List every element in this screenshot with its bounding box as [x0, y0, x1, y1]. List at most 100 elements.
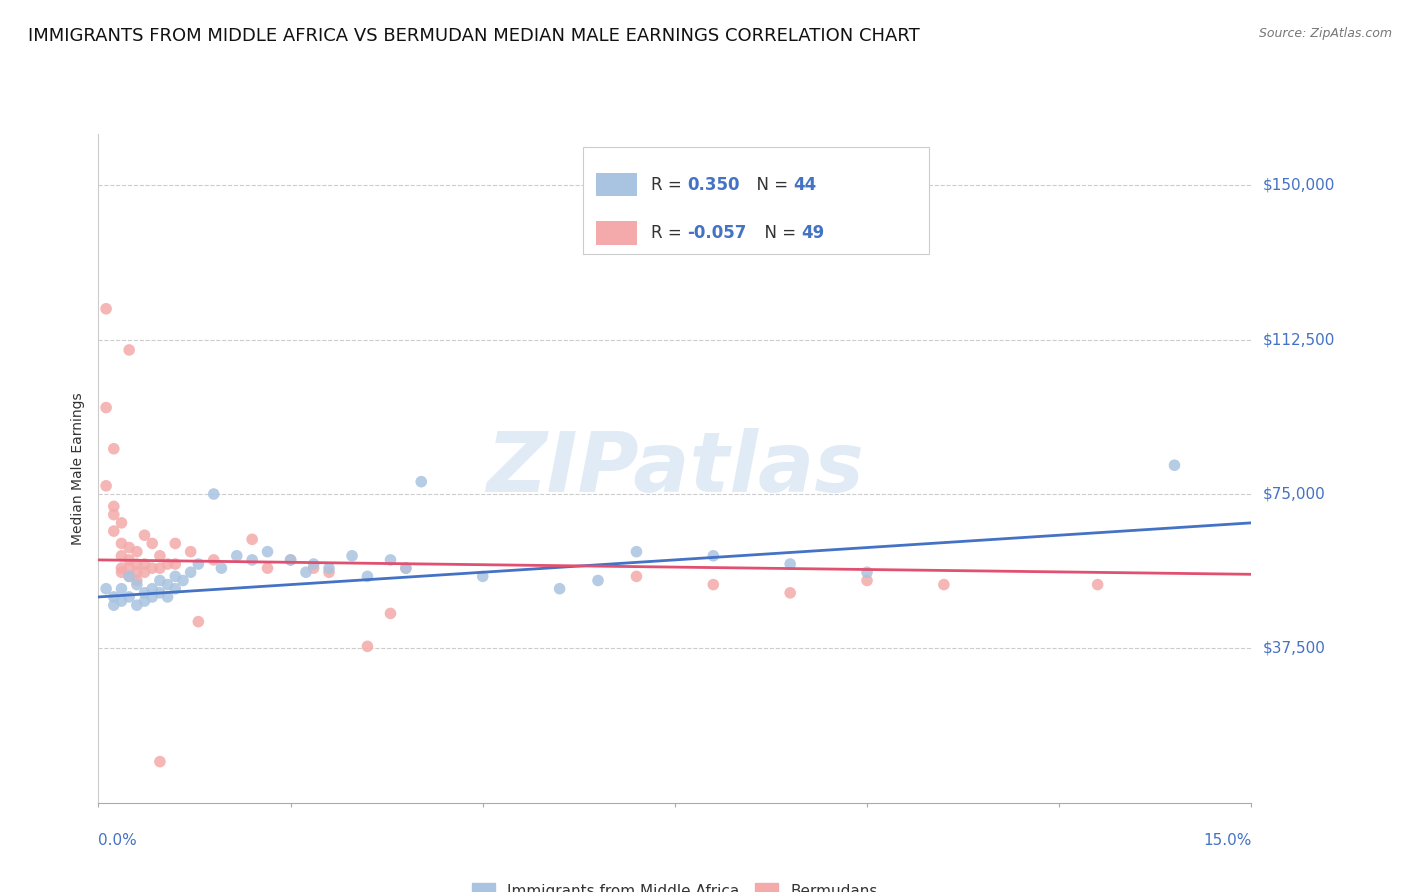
Point [110, 516, 132, 530]
Point [626, 544, 648, 558]
Point [256, 544, 278, 558]
Point [156, 590, 179, 604]
Point [318, 561, 340, 575]
Bar [596, 173, 637, 196]
Point [118, 569, 141, 583]
FancyBboxPatch shape [582, 147, 928, 254]
Point [165, 536, 187, 550]
Point [149, 755, 172, 769]
Text: $75,000: $75,000 [1263, 486, 1326, 501]
Text: 49: 49 [801, 224, 825, 242]
Point [209, 561, 232, 575]
Text: 15.0%: 15.0% [1204, 833, 1251, 848]
Point [149, 586, 172, 600]
Point [202, 553, 225, 567]
Point [356, 569, 378, 583]
Point [118, 541, 141, 555]
Point [187, 557, 209, 571]
Point [94, 479, 117, 493]
Bar [596, 221, 637, 244]
Text: 0.0%: 0.0% [98, 833, 138, 848]
Legend: Immigrants from Middle Africa, Bermudans: Immigrants from Middle Africa, Bermudans [467, 878, 883, 892]
Point [118, 553, 141, 567]
Point [380, 553, 402, 567]
Point [1163, 458, 1185, 473]
Point [240, 553, 263, 567]
Point [125, 577, 148, 591]
Point [103, 442, 125, 456]
Y-axis label: Median Male Earnings: Median Male Earnings [72, 392, 86, 545]
Point [134, 528, 156, 542]
Point [779, 557, 801, 571]
Point [118, 590, 141, 604]
Point [471, 569, 494, 583]
Point [103, 524, 125, 538]
Point [149, 549, 172, 563]
Point [240, 533, 263, 547]
Text: R =: R = [651, 224, 686, 242]
Point [103, 598, 125, 612]
Text: 0.350: 0.350 [688, 176, 740, 194]
Point [125, 557, 148, 571]
Point [125, 566, 148, 580]
Point [380, 607, 402, 621]
Point [149, 561, 172, 575]
Point [165, 557, 187, 571]
Point [134, 586, 156, 600]
Point [134, 557, 156, 571]
Point [302, 561, 325, 575]
Text: N =: N = [755, 224, 801, 242]
Point [134, 594, 156, 608]
Point [280, 553, 302, 567]
Point [141, 561, 163, 575]
Point [256, 561, 278, 575]
Point [103, 590, 125, 604]
Point [149, 574, 172, 588]
Point [180, 544, 202, 558]
Point [411, 475, 433, 489]
Point [125, 598, 148, 612]
Point [110, 582, 132, 596]
Point [134, 566, 156, 580]
Point [280, 553, 302, 567]
Point [103, 508, 125, 522]
Point [702, 577, 724, 591]
Point [94, 301, 117, 316]
Point [626, 569, 648, 583]
Text: Source: ZipAtlas.com: Source: ZipAtlas.com [1258, 27, 1392, 40]
Point [165, 582, 187, 596]
Point [295, 566, 318, 580]
Point [586, 574, 609, 588]
Text: $150,000: $150,000 [1263, 178, 1334, 193]
Point [779, 586, 801, 600]
Point [1087, 577, 1109, 591]
Text: N =: N = [747, 176, 794, 194]
Point [225, 549, 247, 563]
Point [932, 577, 955, 591]
Point [340, 549, 363, 563]
Text: $112,500: $112,500 [1263, 332, 1334, 347]
Point [187, 615, 209, 629]
Point [125, 544, 148, 558]
Point [202, 487, 225, 501]
Point [395, 561, 418, 575]
Point [165, 569, 187, 583]
Point [94, 582, 117, 596]
Point [141, 590, 163, 604]
Point [856, 574, 879, 588]
Point [103, 500, 125, 514]
Text: $37,500: $37,500 [1263, 641, 1326, 656]
Point [856, 566, 879, 580]
Point [125, 574, 148, 588]
Point [172, 574, 194, 588]
Text: ZIPatlas: ZIPatlas [486, 428, 863, 508]
Point [141, 582, 163, 596]
Point [110, 549, 132, 563]
Point [118, 343, 141, 357]
Point [110, 561, 132, 575]
Point [94, 401, 117, 415]
Point [110, 536, 132, 550]
Point [395, 561, 418, 575]
Text: 44: 44 [793, 176, 817, 194]
Point [318, 566, 340, 580]
